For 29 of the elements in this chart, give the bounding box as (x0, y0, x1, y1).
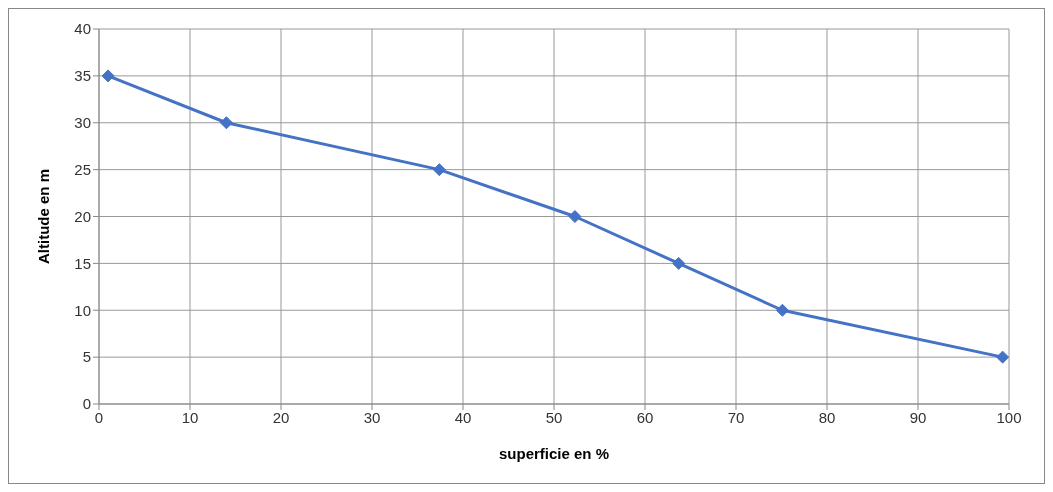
y-tick-label: 35 (74, 67, 91, 85)
point (996, 350, 1009, 364)
y-tick-label: 10 (74, 301, 91, 319)
point (568, 210, 582, 223)
y-tick-label: 30 (74, 114, 91, 132)
x-tick-label: 10 (181, 408, 199, 426)
x-tick-label: 100 (996, 408, 1022, 426)
x-tick-label: 50 (545, 408, 563, 426)
point (219, 116, 233, 130)
x-tick-label: 0 (94, 408, 104, 426)
point (432, 163, 446, 177)
x-tick-label: 30 (363, 408, 381, 426)
y-axis-title: Altitude en m (35, 168, 53, 265)
point (672, 256, 686, 270)
x-tick-label: 20 (272, 408, 290, 426)
y-tick-label: 15 (74, 254, 91, 272)
x-tick-label: 80 (818, 408, 836, 426)
point (101, 69, 115, 83)
x-tick-label: 90 (909, 408, 927, 426)
y-tick-label: 0 (82, 395, 91, 413)
y-tick-label: 20 (74, 207, 91, 225)
x-tick-label: 60 (636, 408, 654, 426)
x-axis-title: superficie en % (498, 445, 610, 462)
x-tick-label: 40 (454, 408, 472, 426)
y-tick-label: 5 (82, 348, 91, 366)
x-tick-label: 70 (727, 408, 745, 426)
point (775, 303, 789, 317)
y-tick-label: 40 (74, 20, 91, 38)
y-tick-label: 25 (74, 160, 91, 178)
